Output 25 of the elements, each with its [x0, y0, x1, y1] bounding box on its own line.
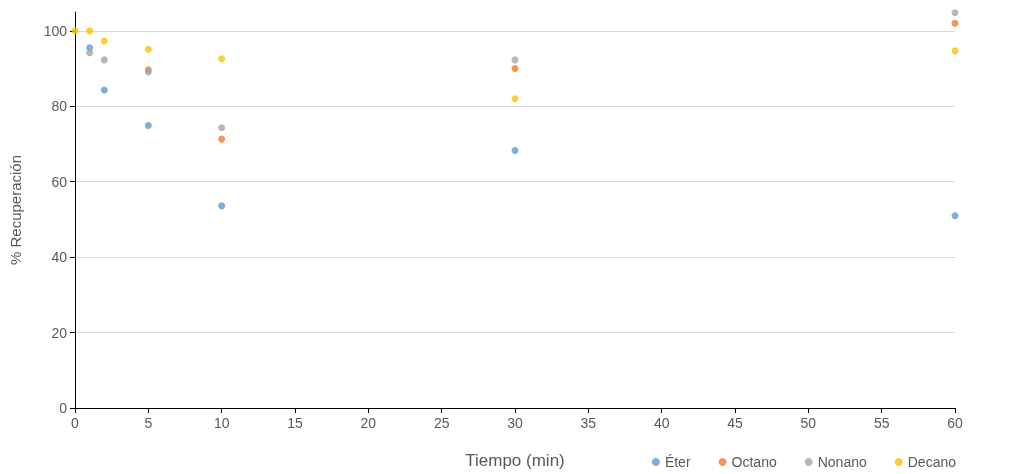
x-tick-label: 45	[727, 415, 743, 431]
y-tick-label: 80	[51, 98, 68, 115]
x-tick-label: 0	[71, 415, 80, 431]
y-tick-label: 0	[59, 400, 68, 416]
x-tick-label: 50	[800, 415, 817, 431]
legend-label: Nonano	[817, 454, 867, 470]
y-tick-label: 60	[51, 173, 68, 190]
x-tick-label: 10	[213, 415, 230, 431]
x-tick-label: 5	[144, 415, 153, 431]
x-tick-label: 60	[947, 415, 963, 431]
x-axis-title: Tiempo (min)	[465, 451, 565, 470]
legend-label: Éter	[664, 454, 691, 470]
y-tick-label: 100	[43, 22, 68, 39]
x-tick-label: 40	[653, 415, 670, 431]
legend-label: Octano	[731, 454, 777, 470]
x-tick-label: 30	[507, 415, 523, 431]
x-tick-label: 35	[580, 415, 597, 431]
y-tick-label: 40	[51, 249, 68, 266]
x-tick-label: 25	[433, 415, 450, 431]
x-tick-label: 15	[287, 415, 303, 431]
y-tick-label: 20	[51, 324, 68, 341]
x-tick-label: 20	[360, 415, 377, 431]
y-axis-title: % Recuperación	[7, 154, 24, 266]
legend-label: Decano	[907, 454, 957, 470]
x-tick-label: 55	[873, 415, 890, 431]
